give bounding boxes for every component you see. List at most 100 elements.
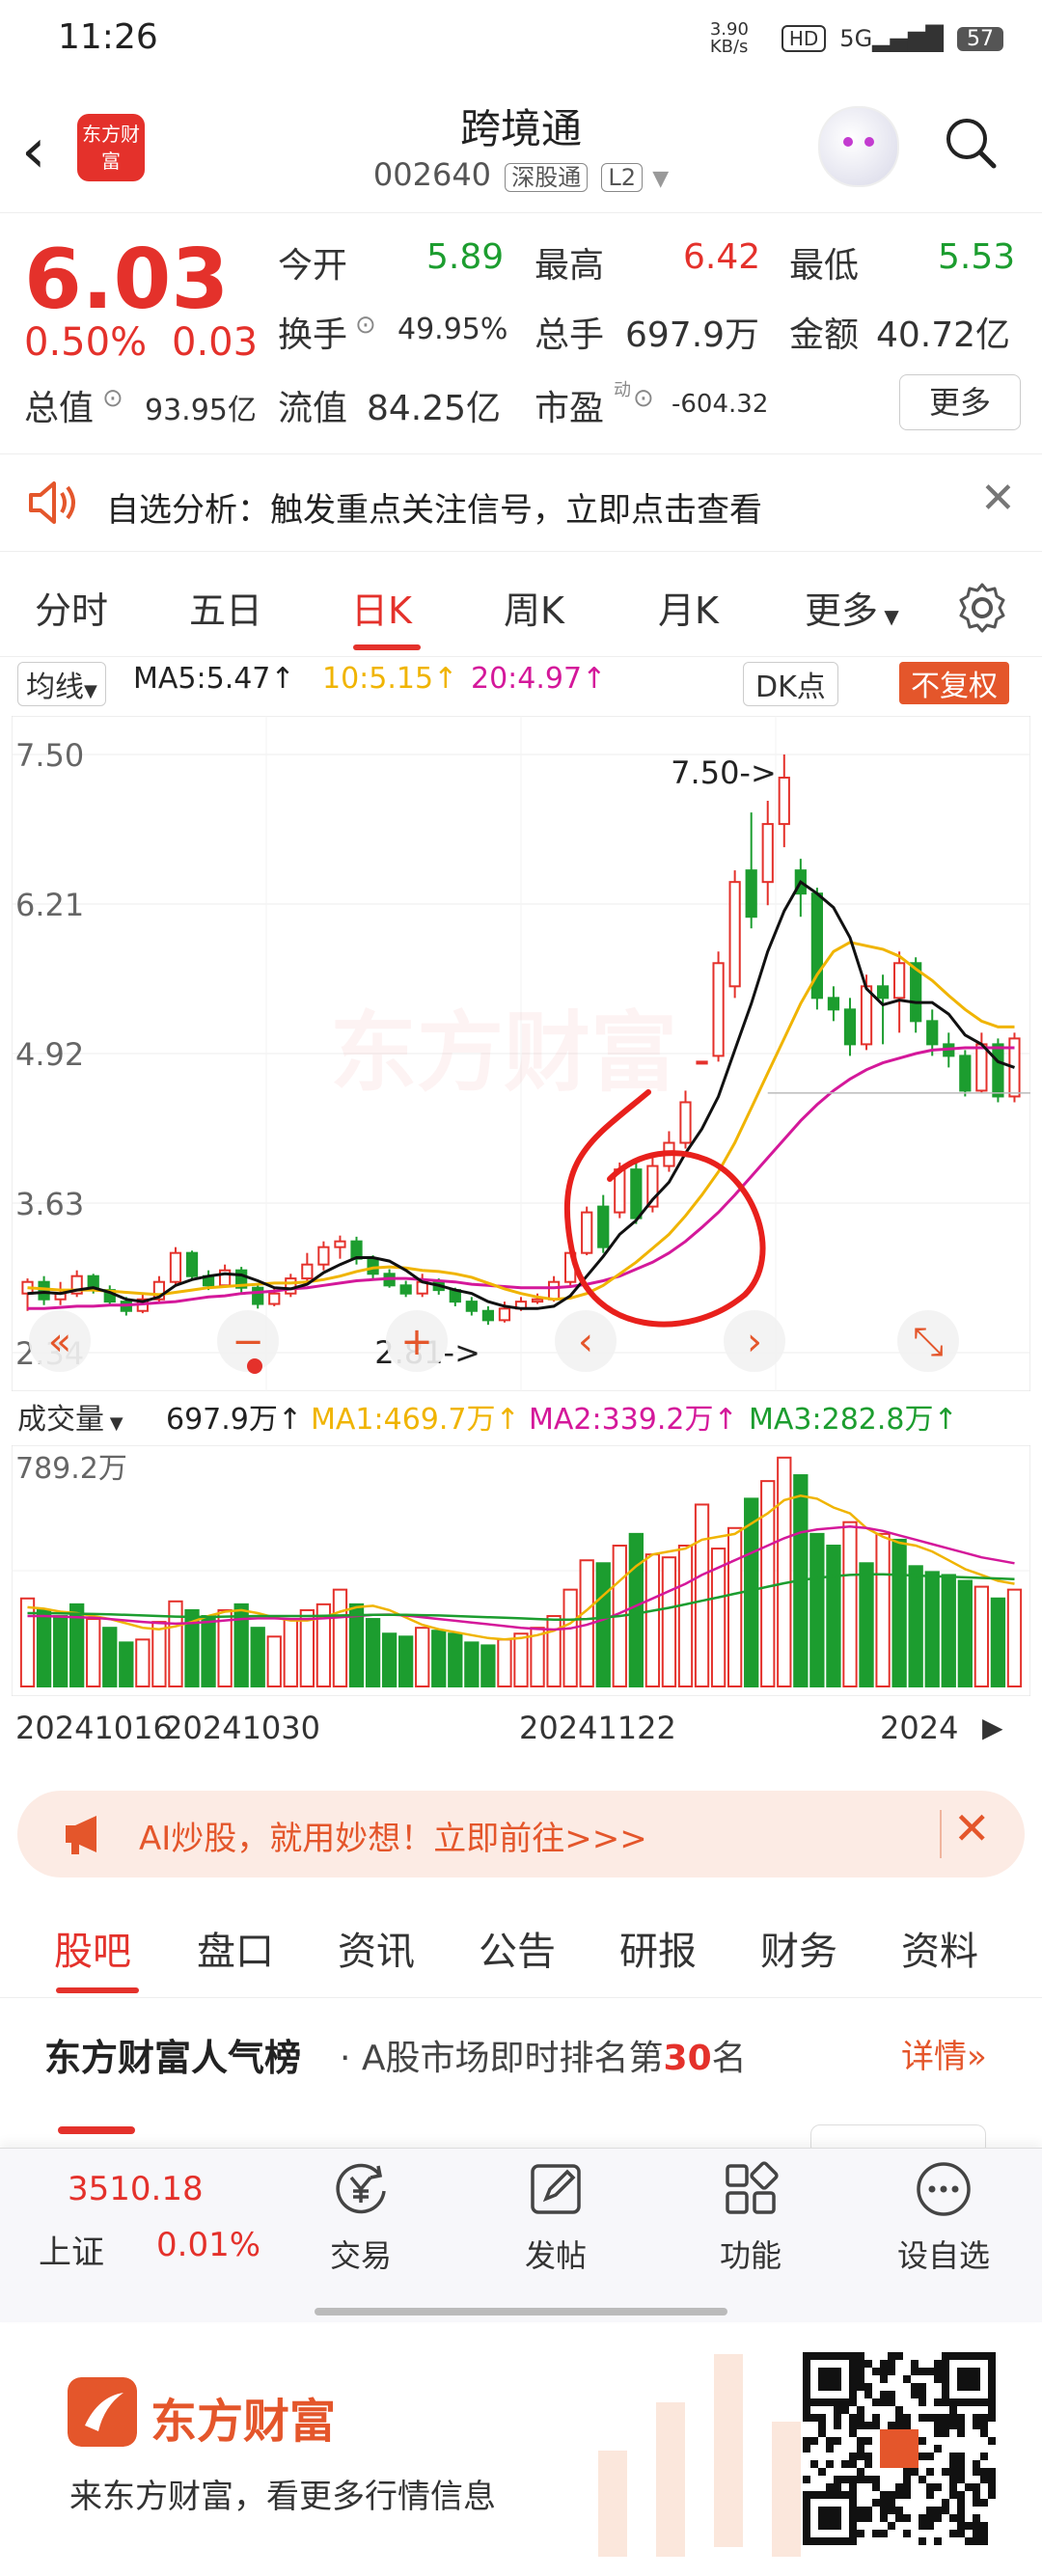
back-icon[interactable]: ‹: [21, 116, 46, 187]
volume-bar-down: [201, 1615, 216, 1687]
index-pct[interactable]: 0.01%: [156, 2226, 261, 2264]
nav-trade[interactable]: 交易: [284, 2158, 438, 2276]
volume-chart[interactable]: 789.2万: [12, 1445, 1030, 1696]
volume-bar-up: [777, 1456, 792, 1687]
rank-detail-link[interactable]: 详情»: [901, 2030, 987, 2077]
tab-daily-k[interactable]: 日K: [351, 589, 412, 632]
close-icon[interactable]: ✕: [953, 1802, 991, 1854]
nav-first-icon[interactable]: [29, 1310, 91, 1372]
price-axis-label: 4.92: [15, 1036, 84, 1073]
qr-module: [980, 2453, 988, 2460]
rank-title: 东方财富人气榜: [44, 2037, 302, 2079]
tab-more[interactable]: 更多 ▼: [805, 581, 899, 634]
qr-module: [919, 2514, 926, 2522]
footer-brand: 东方财富: [151, 2395, 337, 2449]
nav-functions[interactable]: 功能: [673, 2158, 828, 2276]
qr-module: [895, 2491, 903, 2499]
tab-finance[interactable]: 财务: [760, 1930, 837, 1974]
qr-module: [934, 2507, 942, 2514]
home-indicator[interactable]: [315, 2308, 727, 2316]
candlestick-chart[interactable]: 7.506.214.923.632.34东方财富7.50->2.81->«−+‹…: [12, 716, 1030, 1391]
tab-research[interactable]: 研报: [619, 1930, 697, 1974]
qr-module: [857, 2507, 864, 2514]
qr-module: [857, 2514, 864, 2522]
ad-text[interactable]: AI炒股，就用妙想！立即前往>>>: [139, 1820, 647, 1858]
qr-module: [803, 2445, 810, 2453]
tab-monthly-k[interactable]: 月K: [658, 589, 719, 632]
ma10-label: 10:5.15↑: [322, 662, 458, 696]
prev-icon[interactable]: [555, 1310, 617, 1372]
zoom-out-icon-glyph: −: [232, 1320, 264, 1364]
tab-orderbook[interactable]: 盘口: [197, 1930, 274, 1974]
search-icon[interactable]: [944, 116, 998, 170]
qr-module: [864, 2507, 872, 2514]
scroll-right-icon[interactable]: ▶: [982, 1712, 1003, 1743]
candle-down: [843, 1008, 857, 1046]
qr-module: [864, 2437, 872, 2445]
volume-bar-up: [875, 1532, 891, 1688]
qr-module: [872, 2368, 880, 2375]
yen-coin-icon: [336, 2163, 386, 2214]
qr-module: [888, 2391, 895, 2398]
volume-bar-up: [661, 1556, 677, 1687]
qr-module: [880, 2375, 888, 2383]
expand-icon[interactable]: [897, 1310, 959, 1372]
close-icon[interactable]: ✕: [980, 474, 1016, 523]
qr-module: [957, 2530, 965, 2537]
qr-module: [834, 2476, 841, 2483]
clipped-content: [0, 2123, 1042, 2148]
info-icon[interactable]: ⊙: [102, 384, 123, 413]
volume-bar-down: [480, 1644, 496, 1688]
alert-banner[interactable]: 自选分析：触发重点关注信号，立即点击查看 ✕: [0, 453, 1042, 552]
volume-label: 总手: [535, 315, 605, 355]
qr-module: [849, 2453, 857, 2460]
alert-text[interactable]: 自选分析：触发重点关注信号，立即点击查看: [106, 491, 762, 530]
qr-code-icon: [803, 2352, 996, 2545]
tab-announcements[interactable]: 公告: [479, 1930, 556, 1974]
status-bar: 11:26 3.90 KB/s HD 5G▂▄▆█ 57: [0, 0, 1042, 77]
popularity-rank[interactable]: 东方财富人气榜 · A股市场即时排名第30名 详情»: [0, 2016, 1042, 2084]
active-section-indicator: [56, 1987, 139, 1993]
candle-up: [317, 1246, 330, 1266]
qr-module: [949, 2483, 957, 2491]
tab-weekly-k[interactable]: 周K: [504, 589, 564, 632]
dk-point-button[interactable]: DK点: [743, 662, 838, 706]
tab-news[interactable]: 资讯: [338, 1930, 415, 1974]
index-name[interactable]: 上证: [39, 2233, 104, 2272]
next-icon[interactable]: [724, 1310, 785, 1372]
zoom-in-icon[interactable]: [386, 1310, 448, 1372]
ai-ad-banner[interactable]: AI炒股，就用妙想！立即前往>>> ✕: [17, 1791, 1025, 1877]
qr-module: [888, 2499, 895, 2507]
index-value[interactable]: 3510.18: [68, 2170, 204, 2208]
info-icon[interactable]: ⊙: [633, 384, 654, 413]
tab-forum[interactable]: 股吧: [54, 1930, 131, 1974]
adjust-mode-button[interactable]: 不复权: [899, 662, 1009, 704]
candle-down: [876, 985, 890, 1000]
qr-module: [973, 2530, 980, 2537]
qr-module: [849, 2429, 857, 2437]
tab-profile[interactable]: 资料: [901, 1930, 978, 1974]
eastmoney-logo[interactable]: 东方财富: [77, 114, 145, 181]
stock-code-line[interactable]: 002640 深股通 L2 ▼: [0, 156, 1042, 193]
qr-module: [973, 2468, 980, 2476]
ma5-value: MA5:5.47: [133, 662, 271, 696]
gear-icon[interactable]: [955, 581, 1009, 635]
candle-up: [712, 962, 725, 1057]
qr-module: [919, 2437, 926, 2445]
info-icon[interactable]: ⊙: [355, 311, 376, 340]
indicator-selector[interactable]: 均线▼: [17, 662, 106, 706]
more-button[interactable]: 更多: [899, 374, 1021, 430]
qr-module: [841, 2406, 849, 2414]
nav-post[interactable]: 发帖: [479, 2158, 633, 2276]
stock-header: ‹ 东方财富 跨境通 002640 深股通 L2 ▼: [0, 87, 1042, 213]
nav-watchlist[interactable]: 设自选: [866, 2158, 1021, 2276]
qr-module: [934, 2483, 942, 2491]
tab-five-day[interactable]: 五日: [189, 589, 263, 632]
x-date-4: 2024: [880, 1710, 959, 1746]
assistant-robot-icon[interactable]: [818, 106, 899, 187]
qr-module: [973, 2422, 980, 2429]
tab-intraday[interactable]: 分时: [35, 589, 109, 632]
zoom-out-icon[interactable]: [217, 1310, 279, 1372]
volume-bar-down: [119, 1641, 134, 1687]
volume-selector[interactable]: 成交量 ▼: [17, 1403, 123, 1437]
